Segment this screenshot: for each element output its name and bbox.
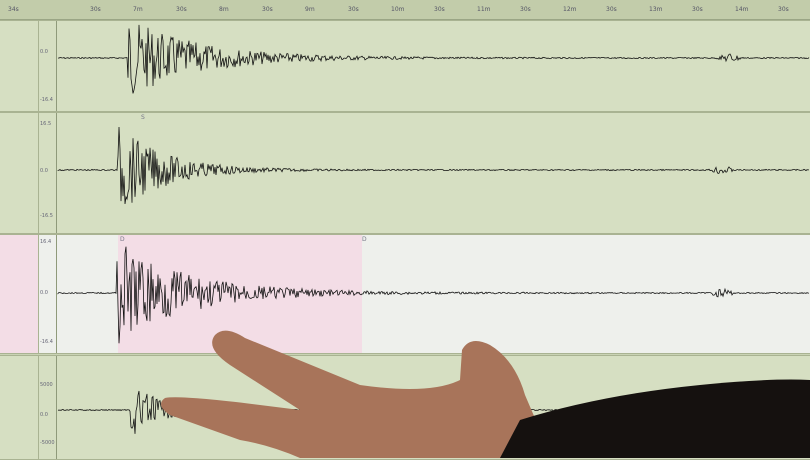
- time-tick-label: 12m: [563, 6, 577, 13]
- trace-channel-2: [57, 126, 809, 205]
- time-tick-label: 34s: [8, 6, 19, 13]
- selection-end-marker[interactable]: D: [362, 236, 367, 243]
- time-tick-label: 10m: [391, 6, 405, 13]
- seismogram-channel-3-selected[interactable]: 16.4 0.0 -16.4 D D: [0, 234, 810, 354]
- time-tick-label: 30s: [90, 6, 101, 13]
- seismogram-channel-2[interactable]: 16.5 0.0 -16.5 S: [0, 112, 810, 234]
- time-tick-label: 30s: [520, 6, 531, 13]
- time-tick-label: 30s: [606, 6, 617, 13]
- time-tick-label: 8m: [219, 6, 229, 13]
- scale-mid: 0.0: [40, 49, 48, 55]
- time-tick-label: 14m: [735, 6, 749, 13]
- time-tick-label: 30s: [692, 6, 703, 13]
- channel-label: [0, 235, 39, 353]
- scale-mid: 0.0: [40, 412, 48, 418]
- channel-label: [0, 21, 39, 111]
- channel-label: [0, 113, 39, 233]
- scale-mid: 0.0: [40, 290, 48, 296]
- scale-bottom: -5000: [40, 440, 55, 446]
- s-wave-marker: S: [141, 114, 145, 121]
- time-tick-label: 9m: [305, 6, 315, 13]
- time-tick-label: 11m: [477, 6, 491, 13]
- scale-bottom: -16.5: [40, 213, 53, 219]
- scale-top: 5000: [40, 382, 53, 388]
- time-tick-label: 30s: [778, 6, 789, 13]
- time-tick-label: 13m: [649, 6, 663, 13]
- time-tick-label: 30s: [434, 6, 445, 13]
- sleeve: [500, 379, 810, 458]
- hand: [161, 330, 540, 458]
- scale-bottom: -16.4: [40, 339, 53, 345]
- time-tick-label: 7m: [133, 6, 143, 13]
- amplitude-axis: [40, 235, 57, 353]
- amplitude-axis: [40, 356, 57, 459]
- seismogram-channel-1[interactable]: 0.0 -16.4: [0, 20, 810, 112]
- trace-channel-1: [57, 24, 810, 94]
- scale-bottom: -16.4: [40, 97, 53, 103]
- scale-top: 16.5: [40, 121, 52, 127]
- trace-channel-3: [57, 246, 809, 344]
- amplitude-axis: [40, 113, 57, 233]
- time-tick-label: 30s: [348, 6, 359, 13]
- time-ruler: 34s 30s 7m 30s 8m 30s 9m 30s 10m 30s 11m 30s 12m 30s 1…: [0, 0, 810, 20]
- time-tick-label: 30s: [262, 6, 273, 13]
- amplitude-axis: [40, 21, 57, 111]
- selection-start-marker[interactable]: D: [120, 236, 125, 243]
- scale-top: 16.4: [40, 239, 52, 245]
- scale-mid: 0.0: [40, 168, 48, 174]
- channel-label: [0, 356, 39, 459]
- time-tick-label: 30s: [176, 6, 187, 13]
